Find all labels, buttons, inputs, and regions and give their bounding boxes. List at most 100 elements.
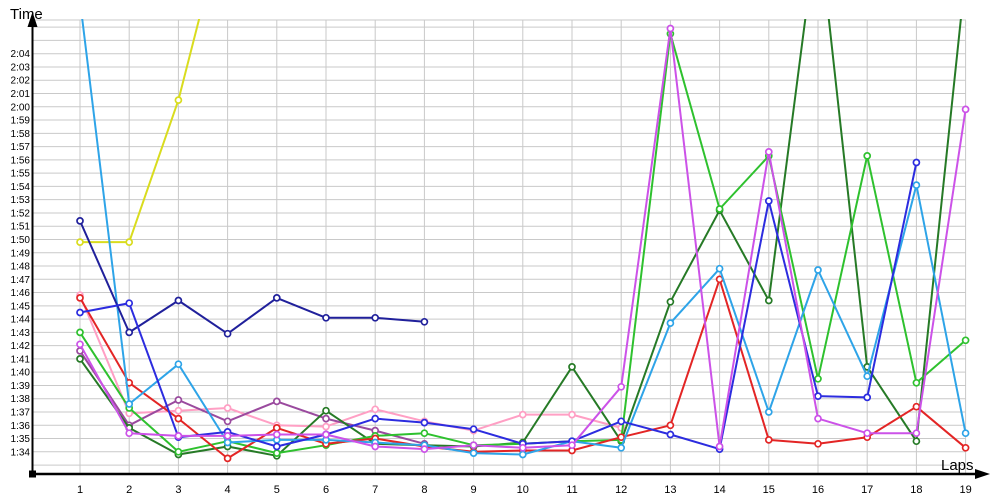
y-tick-label: 2:04 [11,49,31,60]
data-point-magenta [223,432,232,440]
data-point-green [76,328,84,337]
data-point-dark-green [322,406,330,415]
data-point-blue [764,197,773,205]
data-point-red [961,443,970,452]
data-point-navy [174,296,183,305]
x-tick-label: 11 [566,484,577,496]
series-blue-line [79,162,918,451]
y-tick-label: 1:59 [11,116,31,127]
y-tick-label: 1:55 [11,169,31,180]
y-tick-label: 1:50 [11,235,31,246]
data-point-sky-blue [715,264,724,273]
data-point-magenta [961,105,970,114]
data-point-magenta [863,429,872,438]
data-point-navy [371,313,380,322]
data-point-magenta [371,442,380,451]
y-tick-label: 1:54 [11,182,31,193]
x-tick-label: 13 [664,484,676,496]
data-point-dark-green [76,355,84,363]
data-point-sky-blue [764,408,773,416]
y-axis-title: Time [10,6,43,23]
data-point-magenta [420,445,429,453]
y-tick-label: 1:41 [11,354,31,365]
y-tick-label: 1:40 [11,368,31,379]
series-pink-line [79,294,622,432]
x-tick-label: 12 [615,484,627,496]
y-tick-label: 1:38 [11,394,31,405]
data-point-magenta [174,432,183,440]
data-point-red [814,439,822,448]
x-tick-label: 7 [372,484,378,496]
data-point-dark-green [568,363,576,371]
y-tick-label: 1:44 [11,315,31,326]
series-layer [76,19,970,463]
x-axis-arrow-icon [975,469,990,479]
x-axis-title: Laps [941,457,974,474]
data-point-blue [469,425,478,434]
data-point-dark-green [764,296,773,305]
data-point-magenta [125,429,134,438]
data-point-green [715,205,724,213]
data-point-red [272,424,281,432]
data-point-sky-blue [469,449,478,457]
data-point-magenta [568,441,576,450]
y-tick-label: 1:34 [11,447,31,458]
series-magenta [76,24,970,453]
x-tick-label: 18 [910,484,922,496]
data-point-sky-blue [617,443,626,452]
data-point-yellow [174,96,183,104]
data-point-sky-blue [518,450,527,459]
data-point-sky-blue [863,372,872,381]
data-point-blue [272,442,281,451]
data-point-dark-green [912,437,921,446]
data-point-sky-blue [125,400,134,408]
data-point-sky-blue [174,360,183,369]
data-point-blue [863,393,872,402]
x-tick-label: 17 [861,484,873,496]
data-point-purple [223,417,232,426]
data-point-magenta [666,24,675,33]
data-point-green [814,374,822,383]
data-point-blue [420,418,429,427]
x-tick-label: 2 [126,484,132,496]
series-yellow-line [80,19,201,244]
data-point-magenta [469,441,478,450]
data-point-sky-blue [223,438,232,447]
y-tick-label: 1:36 [11,421,31,432]
y-tick-label: 1:52 [11,208,31,219]
data-point-blue [76,308,84,317]
data-point-magenta [272,430,281,439]
data-point-magenta [715,442,724,451]
x-tick-label: 19 [959,484,971,496]
data-point-red [174,414,183,423]
data-point-pink [322,422,330,431]
data-point-red [666,421,675,430]
y-tick-label: 1:53 [11,195,31,206]
data-point-navy [223,329,232,338]
data-point-purple [272,397,281,406]
x-tick-label: 16 [812,484,824,496]
y-tick-label: 1:58 [11,129,31,140]
data-point-sky-blue [961,429,970,438]
y-tick-label: 1:48 [11,262,31,273]
y-tick-label: 2:02 [11,76,31,87]
data-point-pink [568,410,576,419]
y-axis-tick-labels: 1:34 1:35 1:36 1:37 1:38 1:39 1:40 1:41 1:42 1:43… [11,49,31,458]
data-point-magenta [764,148,773,156]
data-point-navy [76,217,84,225]
data-point-navy [272,294,281,302]
y-tick-label: 2:00 [11,102,31,113]
y-axis-arrow-icon [27,12,38,27]
data-point-blue [912,158,921,167]
x-tick-label: 5 [274,484,280,496]
x-tick-label: 14 [713,484,725,496]
series-purple-line [79,350,425,445]
x-tick-label: 10 [517,484,529,496]
y-tick-label: 1:47 [11,275,31,286]
data-point-pink [174,406,183,415]
data-point-red [76,294,84,302]
y-tick-label: 1:51 [11,222,31,233]
data-point-pink [371,405,380,414]
